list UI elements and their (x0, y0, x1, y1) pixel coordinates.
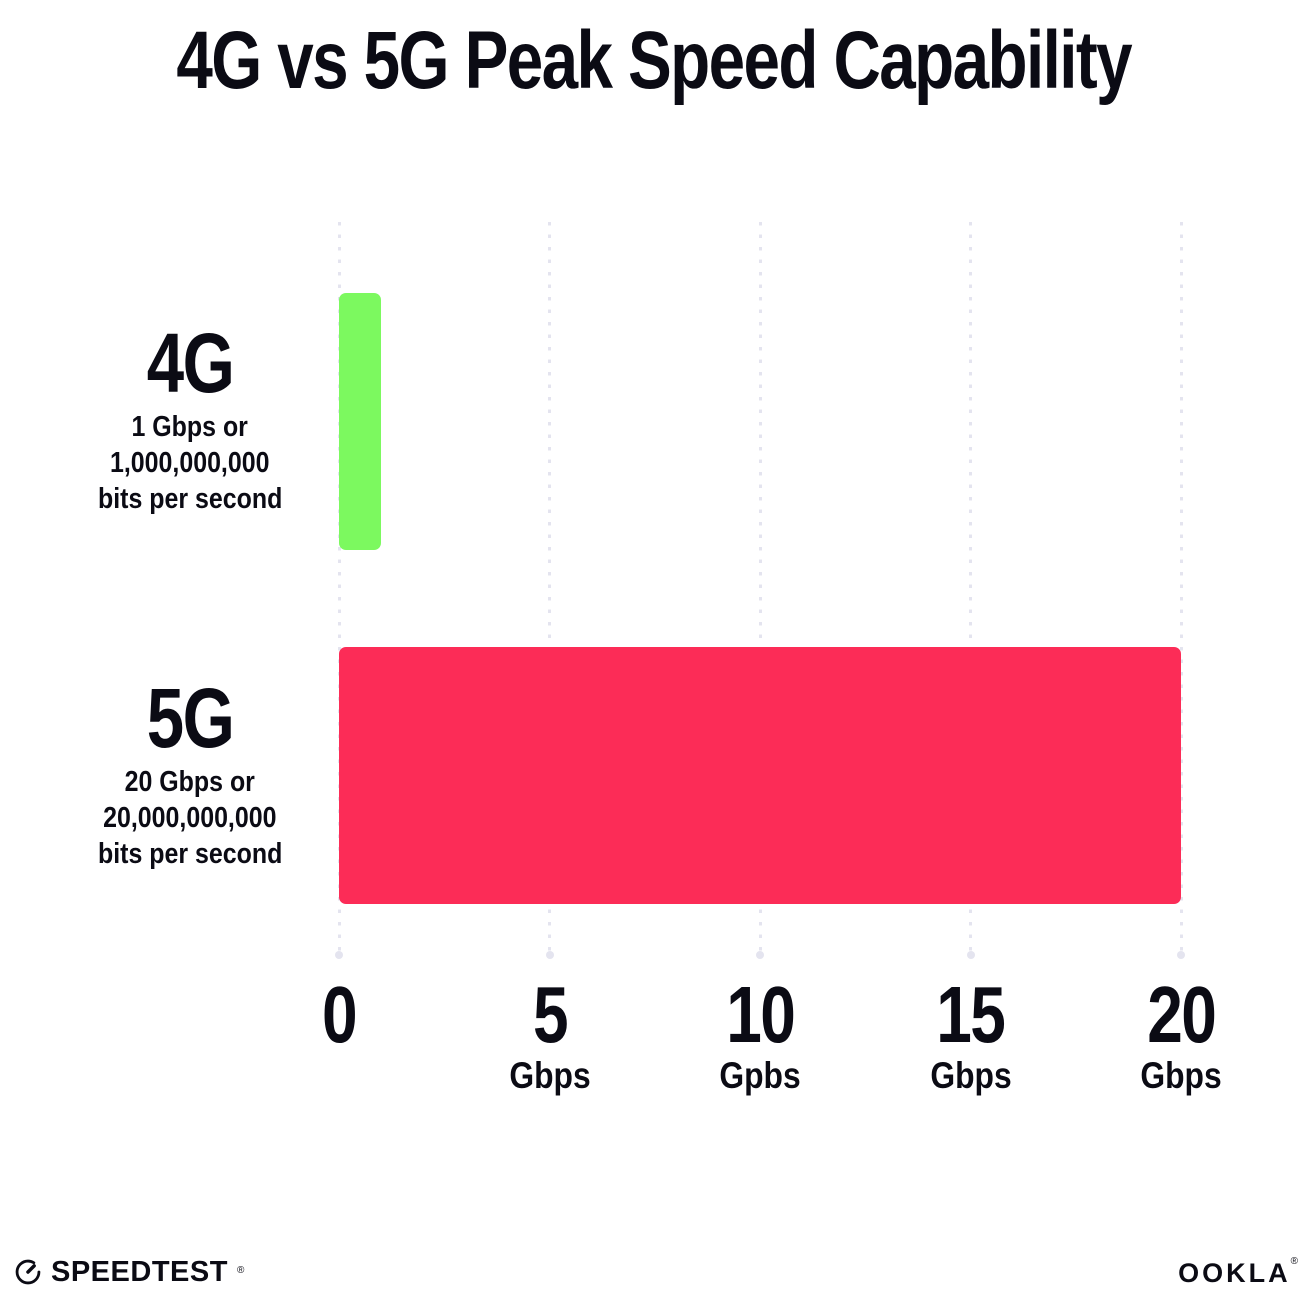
row-label-4g-sub-line1: 1 Gbps or (131, 411, 249, 443)
x-tick-15-value: 15 (936, 970, 1006, 1059)
gridline-10 (756, 222, 764, 959)
x-tick-20-unit: Gbps (1140, 1055, 1222, 1096)
x-tick-0: 0 (318, 975, 361, 1095)
plot-area (335, 222, 1185, 959)
x-tick-15: 15 Gbps (923, 975, 1018, 1095)
x-tick-10: 10 Gpbs (713, 975, 808, 1095)
bar-4g (339, 293, 382, 550)
x-tick-5-value: 5 (532, 970, 569, 1059)
row-label-5g-sub: 20 Gbps or 20,000,000,000 bits per secon… (40, 764, 340, 872)
x-tick-5: 5 Gbps (502, 975, 597, 1095)
row-label-4g-sub: 1 Gbps or 1,000,000,000 bits per second (40, 409, 340, 517)
ookla-wordmark: OOKLA (1178, 1258, 1291, 1288)
row-label-5g: 5G 20 Gbps or 20,000,000,000 bits per se… (40, 676, 340, 872)
row-label-4g: 4G 1 Gbps or 1,000,000,000 bits per seco… (40, 321, 340, 517)
speedtest-gauge-icon (14, 1258, 42, 1286)
x-tick-5-unit: Gbps (508, 1055, 591, 1096)
x-tick-20-value: 20 (1146, 970, 1217, 1059)
ookla-logo: OOKLA ® (1178, 1256, 1298, 1288)
speedtest-wordmark: SPEEDTEST (51, 1256, 228, 1288)
ookla-trademark: ® (1290, 1256, 1298, 1267)
x-tick-15-unit: Gbps (929, 1055, 1012, 1096)
gridline-15 (966, 222, 975, 959)
row-label-4g-sub-line2: 1,000,000,000 (110, 447, 270, 479)
row-label-5g-sub-line2: 20,000,000,000 (103, 802, 277, 834)
bar-5g (339, 647, 1181, 904)
row-label-5g-sub-line1: 20 Gbps or (124, 766, 256, 798)
speedtest-trademark: ® (236, 1264, 245, 1276)
x-tick-20: 20 Gbps (1134, 975, 1229, 1095)
gridline-5 (545, 222, 554, 959)
gridline-0 (335, 222, 343, 959)
row-label-4g-sub-line3: bits per second (97, 483, 283, 515)
x-tick-10-unit: Gpbs (719, 1055, 801, 1096)
chart-title: 4G vs 5G Peak Speed Capability (0, 15, 1308, 106)
chart-title-text: 4G vs 5G Peak Speed Capability (176, 15, 1133, 106)
gridline-20 (1177, 222, 1185, 959)
row-label-4g-name: 4G (146, 316, 235, 410)
speedtest-logo: SPEEDTEST ® (14, 1256, 244, 1288)
x-tick-10-value: 10 (725, 970, 796, 1059)
x-tick-0-value: 0 (322, 970, 358, 1059)
row-label-5g-name: 5G (146, 671, 235, 765)
x-axis: 0 5 Gbps 10 Gpbs 15 Gbps 20 Gbps (322, 975, 1222, 1105)
row-label-5g-sub-line3: bits per second (97, 838, 283, 870)
